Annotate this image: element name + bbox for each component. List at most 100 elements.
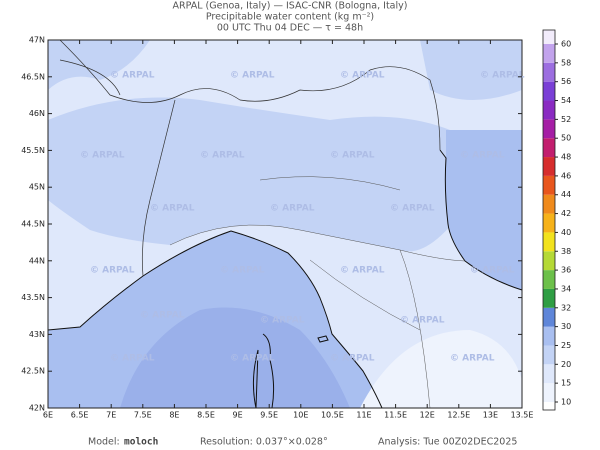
colorbar-label: 20 [561, 360, 571, 369]
lat-label: 44.5N [21, 220, 45, 229]
watermarks: © ARPAL © ARPAL © ARPAL © ARPAL © ARPAL © ARP… [80, 71, 525, 364]
watermark: © ARPAL [480, 71, 525, 81]
watermark: © ARPAL [90, 266, 135, 276]
footer-model: moloch [124, 437, 158, 448]
colorbar-label: 60 [561, 40, 571, 49]
colorbar-label: 32 [561, 303, 571, 312]
colorbar-segment [543, 62, 555, 82]
lon-label: 11.5E [384, 411, 407, 420]
colorbar-label: 25 [561, 341, 571, 350]
lat-label: 46.5N [21, 72, 45, 81]
lat-label: 45.5N [21, 146, 45, 155]
watermark: © ARPAL [400, 316, 445, 326]
lat-label: 42N [29, 404, 45, 413]
title-line: 00 UTC Thu 04 DEC — τ = 48h [217, 23, 363, 34]
colorbar-segment [543, 213, 555, 233]
lon-label: 11E [356, 411, 371, 420]
colorbar-segment [543, 364, 555, 384]
watermark: © ARPAL [230, 71, 275, 81]
lon-label: 12E [420, 411, 435, 420]
colorbar-label: 36 [561, 266, 571, 275]
watermark: © ARPAL [260, 316, 305, 326]
watermark: © ARPAL [330, 354, 375, 364]
colorbar-label: 54 [561, 96, 571, 105]
colorbar-segment [543, 194, 555, 214]
lon-label: 10.5E [321, 411, 344, 420]
lon-label: 8.5E [197, 411, 215, 420]
watermark: © ARPAL [470, 266, 515, 276]
lon-label: 12.5E [447, 411, 470, 420]
colorbar-segment [543, 402, 555, 410]
colorbar-frame [542, 29, 556, 411]
colorbar-segment [543, 138, 555, 158]
watermark: © ARPAL [340, 266, 385, 276]
footer-resolution: Resolution: 0.037°×0.028° [200, 437, 328, 448]
watermark: © ARPAL [150, 204, 195, 214]
colorbar-segment [543, 81, 555, 101]
colorbar: 10 15 20 25 30 32 34 36 38 40 42 44 46 48 50 52 54 56 58 60 [542, 29, 571, 411]
watermark: © ARPAL [340, 71, 385, 81]
colorbar-label: 38 [561, 247, 571, 256]
colorbar-label: 44 [561, 190, 571, 199]
lat-label: 42.5N [21, 367, 45, 376]
lon-label: 7.5E [134, 411, 152, 420]
watermark: © ARPAL [230, 354, 275, 364]
watermark: © ARPAL [200, 151, 245, 161]
colorbar-segment [543, 270, 555, 289]
lon-label: 8E [169, 411, 179, 420]
colorbar-segment [543, 100, 555, 120]
colorbar-segment [543, 326, 555, 346]
colorbar-segment [543, 383, 555, 402]
colorbar-segment [543, 251, 555, 271]
title-line: Precipitable water content (kg m⁻²) [206, 12, 374, 23]
colorbar-segment [543, 232, 555, 252]
watermark: © ARPAL [270, 204, 315, 214]
colorbar-label: 42 [561, 209, 571, 218]
lat-label: 44N [29, 256, 45, 265]
lat-label: 45N [29, 183, 45, 192]
colorbar-label: 40 [561, 228, 571, 237]
footer-analysis: Analysis: Tue 00Z02DEC2025 [378, 437, 517, 448]
lon-label: 13E [483, 411, 498, 420]
colorbar-segment [543, 175, 555, 195]
colorbar-label: 50 [561, 134, 571, 143]
watermark: © ARPAL [390, 204, 435, 214]
watermark: © ARPAL [220, 266, 265, 276]
colorbar-segment [543, 30, 555, 44]
lon-label: 10E [293, 411, 308, 420]
colorbar-segment [543, 44, 555, 63]
watermark: © ARPAL [110, 71, 155, 81]
lon-label: 9E [233, 411, 243, 420]
colorbar-segment [543, 157, 555, 176]
colorbar-label: 34 [561, 284, 571, 293]
colorbar-label: 52 [561, 115, 571, 124]
watermark: © ARPAL [330, 151, 375, 161]
colorbar-label: 46 [561, 171, 571, 180]
colorbar-segment [543, 119, 555, 139]
lat-label: 43N [29, 330, 45, 339]
axes: 6E 6.5E 7E 7.5E 8E 8.5E 9E 9.5E 10E 10.5E 11E 11.5E… [21, 36, 533, 420]
watermark: © ARPAL [110, 354, 155, 364]
lat-label: 47N [29, 36, 45, 45]
colorbar-label: 56 [561, 77, 571, 86]
footer-model-label: Model: [88, 437, 120, 448]
lat-label: 43.5N [21, 293, 45, 302]
title-line: ARPAL (Genoa, Italy) — ISAC-CNR (Bologna… [173, 1, 408, 12]
lon-label: 6E [43, 411, 53, 420]
watermark: © ARPAL [140, 311, 185, 321]
colorbar-label: 30 [561, 322, 571, 331]
colorbar-label: 48 [561, 153, 571, 162]
lat-label: 46N [29, 109, 45, 118]
lon-label: 6.5E [71, 411, 89, 420]
watermark: © ARPAL [80, 151, 125, 161]
watermark: © ARPAL [450, 354, 495, 364]
colorbar-segment [543, 288, 555, 308]
lon-label: 9.5E [260, 411, 278, 420]
lon-label: 7E [106, 411, 116, 420]
colorbar-segment [543, 307, 555, 327]
colorbar-label: 58 [561, 58, 571, 67]
colorbar-segment [543, 345, 555, 365]
colorbar-label: 10 [561, 398, 571, 407]
watermark: © ARPAL [460, 151, 505, 161]
